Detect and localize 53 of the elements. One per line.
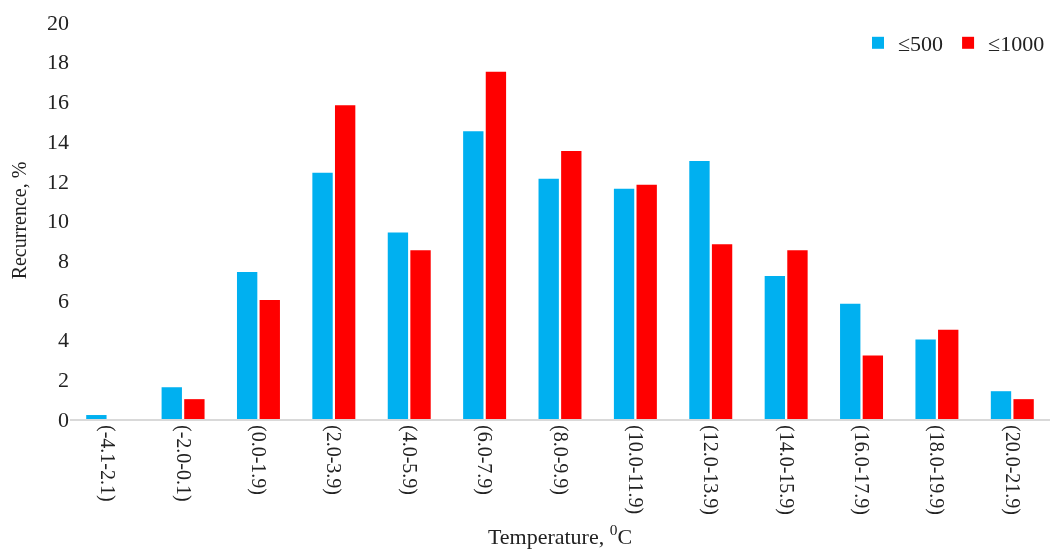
x-tick-label: (-4.1-2.1)	[96, 425, 120, 502]
bar	[787, 250, 808, 419]
bar	[915, 339, 936, 419]
bar	[312, 172, 333, 419]
x-tick-label: (12.0-13.9)	[699, 425, 723, 515]
x-tick-label: (16.0-17.9)	[850, 425, 874, 515]
bar	[561, 151, 582, 419]
bar	[161, 387, 182, 419]
bar	[636, 184, 657, 419]
bar	[764, 276, 786, 419]
bar	[259, 299, 280, 419]
x-tick-label: (6.0-7.9)	[473, 425, 497, 495]
legend-label: ≤500	[898, 31, 944, 57]
bar	[538, 178, 559, 419]
bar	[463, 131, 484, 419]
bar	[689, 160, 710, 419]
bar	[990, 391, 1012, 419]
x-tick-label: (0.0-1.9)	[246, 425, 270, 495]
y-tick-label: 8	[58, 247, 69, 273]
bar	[387, 232, 409, 419]
bar	[334, 105, 356, 419]
y-tick-label: 4	[58, 327, 69, 353]
y-tick-label: 16	[47, 89, 69, 115]
x-tick-label: (-2.0-0.1)	[171, 425, 195, 502]
y-tick-label: 20	[47, 9, 69, 35]
y-tick-label: 0	[58, 406, 69, 432]
y-tick-label: 18	[47, 49, 69, 75]
x-tick-label: (4.0-5.9)	[397, 425, 421, 495]
bar	[613, 188, 635, 419]
y-tick-label: 10	[47, 208, 69, 234]
bar	[1013, 399, 1034, 419]
bar	[184, 399, 205, 419]
x-tick-label: (18.0-19.9)	[925, 425, 949, 515]
x-tick-label: (20.0-21.9)	[1000, 425, 1024, 515]
bar	[86, 415, 107, 419]
y-axis-title: Recurrence, %	[7, 161, 30, 280]
x-tick-label: (2.0-3.9)	[322, 425, 346, 495]
y-tick-label: 2	[58, 367, 69, 392]
x-axis-title: Temperature, $^{0}$C	[487, 521, 633, 550]
bar	[840, 303, 861, 419]
bar	[711, 244, 733, 419]
y-tick-label: 6	[58, 287, 69, 313]
bar	[862, 355, 884, 419]
bar	[485, 71, 507, 419]
y-tick-label: 14	[47, 128, 69, 154]
bar	[938, 329, 959, 419]
x-tick-label: (8.0-9.9)	[548, 425, 572, 495]
bar	[410, 250, 431, 419]
x-tick-label: (14.0-15.9)	[774, 425, 798, 515]
y-tick-label: 12	[47, 168, 69, 194]
bar	[236, 272, 258, 419]
x-tick-label: (10.0-11.9)	[623, 425, 647, 515]
legend-label: ≤1000	[988, 31, 1045, 57]
